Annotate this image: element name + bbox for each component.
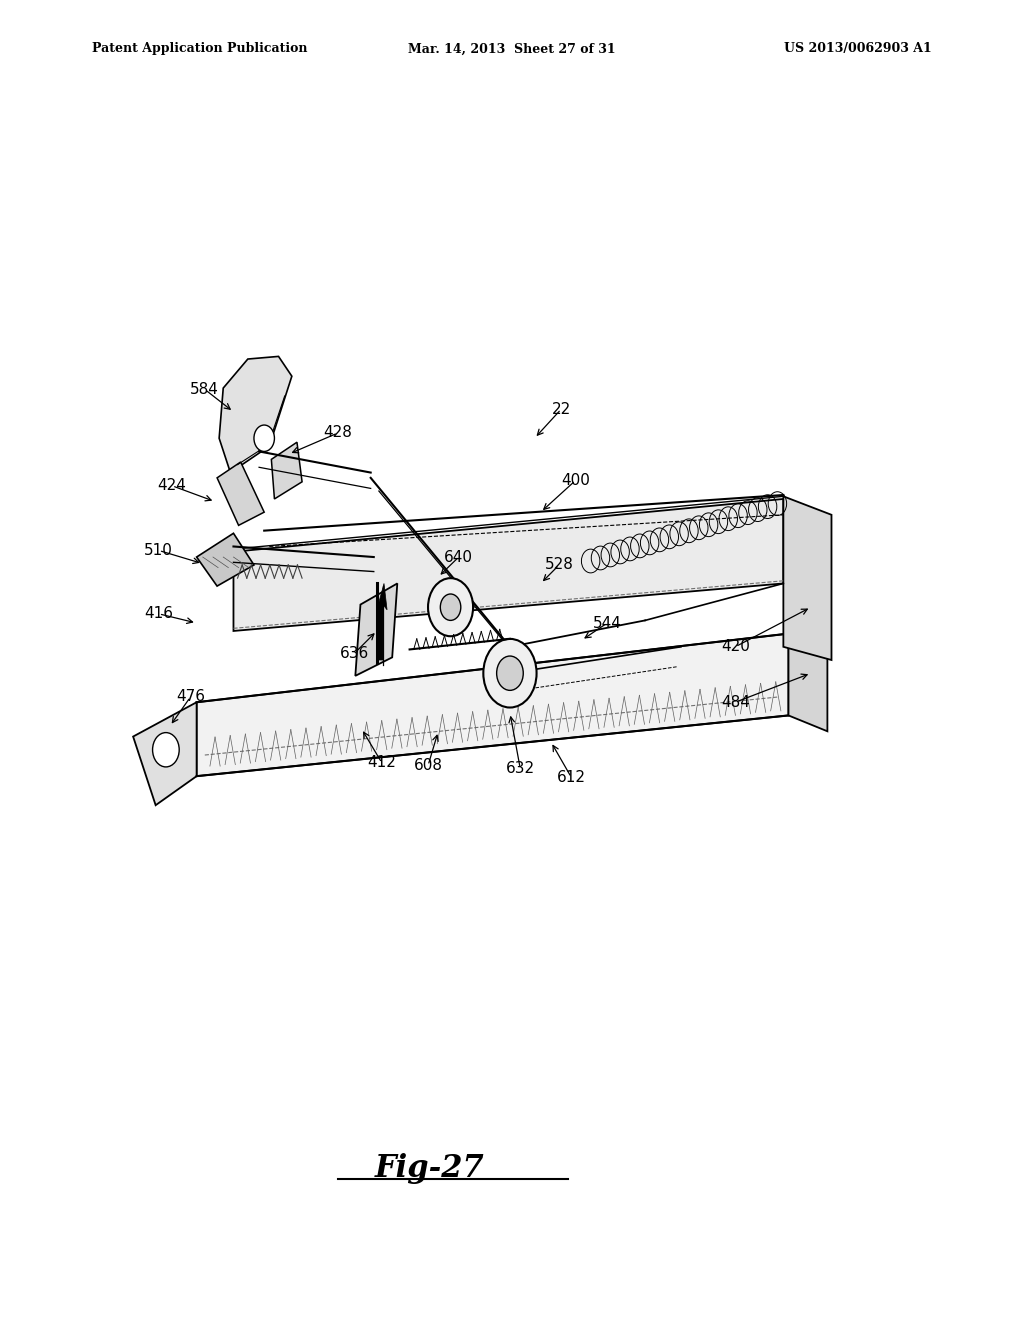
Text: 528: 528 (545, 557, 573, 573)
Polygon shape (219, 356, 292, 473)
Text: Mar. 14, 2013  Sheet 27 of 31: Mar. 14, 2013 Sheet 27 of 31 (409, 42, 615, 55)
Polygon shape (783, 496, 831, 660)
Text: 484: 484 (721, 694, 750, 710)
Polygon shape (217, 462, 264, 525)
Polygon shape (788, 634, 827, 731)
Polygon shape (233, 499, 783, 631)
Text: 424: 424 (158, 478, 186, 494)
Polygon shape (377, 583, 387, 660)
Circle shape (497, 656, 523, 690)
Text: 412: 412 (368, 755, 396, 771)
Polygon shape (197, 533, 254, 586)
Text: Fig-27: Fig-27 (375, 1152, 485, 1184)
Text: 416: 416 (144, 606, 173, 622)
Text: 476: 476 (176, 689, 205, 705)
Text: Patent Application Publication: Patent Application Publication (92, 42, 307, 55)
Circle shape (440, 594, 461, 620)
Text: 584: 584 (190, 381, 219, 397)
Circle shape (483, 639, 537, 708)
Text: 510: 510 (144, 543, 173, 558)
Text: 640: 640 (444, 549, 473, 565)
Text: 636: 636 (340, 645, 369, 661)
Text: 632: 632 (506, 760, 535, 776)
Text: 428: 428 (324, 425, 352, 441)
Polygon shape (197, 634, 788, 776)
Polygon shape (355, 583, 397, 676)
Text: 544: 544 (593, 615, 622, 631)
Text: 400: 400 (561, 473, 590, 488)
Circle shape (428, 578, 473, 636)
Text: 608: 608 (414, 758, 442, 774)
Text: US 2013/0062903 A1: US 2013/0062903 A1 (784, 42, 932, 55)
Polygon shape (133, 702, 197, 805)
Text: 420: 420 (721, 639, 750, 655)
Text: 22: 22 (552, 401, 570, 417)
Circle shape (254, 425, 274, 451)
Circle shape (153, 733, 179, 767)
Polygon shape (271, 442, 302, 499)
Text: 612: 612 (557, 770, 586, 785)
